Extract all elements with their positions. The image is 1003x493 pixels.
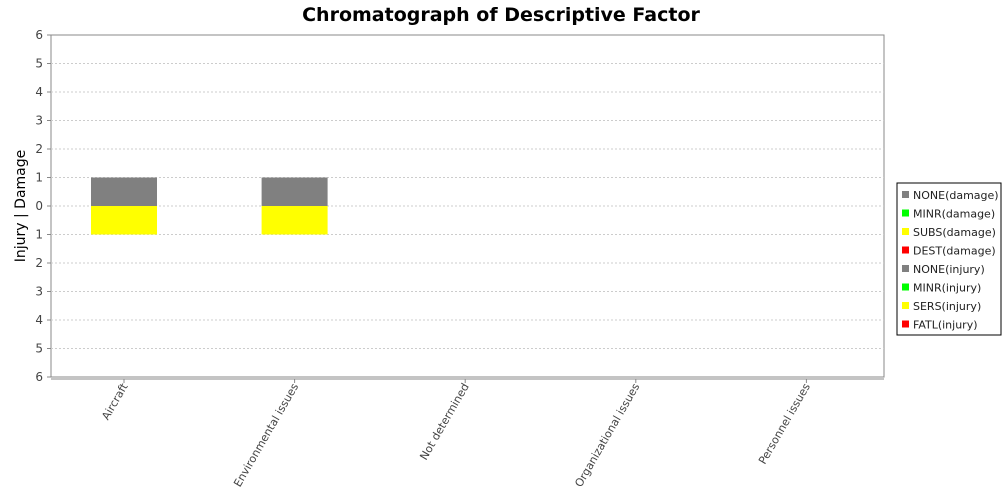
legend-swatch bbox=[902, 265, 909, 272]
y-tick-label: 4 bbox=[35, 85, 43, 99]
legend-label: DEST(damage) bbox=[913, 245, 996, 258]
legend-label: SUBS(damage) bbox=[913, 226, 996, 239]
y-tick-label: 6 bbox=[35, 370, 43, 384]
legend-label: NONE(damage) bbox=[913, 189, 999, 202]
x-axis-categories: Aircraft Environmental issues Not determin… bbox=[99, 379, 813, 489]
legend-label: NONE(injury) bbox=[913, 263, 985, 276]
y-tick-label: 2 bbox=[35, 256, 43, 270]
legend-swatch bbox=[902, 209, 909, 217]
y-axis-ticks: 6 5 4 3 2 1 0 1 2 3 4 5 6 bbox=[35, 28, 51, 384]
legend-label: SERS(injury) bbox=[913, 300, 981, 313]
legend: NONE(damage) MINR(damage) SUBS(damage) DEST… bbox=[896, 182, 1002, 336]
y-tick-label: 3 bbox=[35, 285, 43, 299]
y-tick-label: 1 bbox=[35, 171, 43, 185]
y-tick-label: 5 bbox=[35, 342, 43, 356]
legend-swatch bbox=[902, 320, 909, 328]
x-category-label: Aircraft bbox=[99, 380, 131, 422]
legend-swatch bbox=[902, 283, 909, 291]
legend-swatch bbox=[902, 246, 909, 254]
y-axis-label: Injury | Damage bbox=[13, 150, 29, 263]
x-category-label: Personnel issues bbox=[756, 381, 813, 467]
y-tick-label: 4 bbox=[35, 313, 43, 327]
y-tick-label: 0 bbox=[35, 199, 43, 213]
legend-swatch bbox=[902, 191, 909, 198]
x-category-label: Organizational issues bbox=[572, 381, 642, 490]
y-tick-label: 2 bbox=[35, 142, 43, 156]
bar-damage bbox=[91, 177, 157, 206]
chart-title: Chromatograph of Descriptive Factor bbox=[302, 4, 700, 26]
bar-injury bbox=[261, 206, 328, 235]
bars bbox=[91, 177, 328, 235]
legend-label: MINR(injury) bbox=[913, 282, 981, 295]
x-category-label: Environmental issues bbox=[231, 381, 301, 490]
y-tick-label: 5 bbox=[35, 57, 43, 71]
y-tick-label: 1 bbox=[35, 228, 43, 242]
legend-label: MINR(damage) bbox=[913, 208, 995, 221]
grid-lines bbox=[51, 63, 884, 349]
legend-swatch bbox=[902, 302, 909, 309]
legend-box bbox=[896, 182, 1002, 336]
bar-damage bbox=[261, 177, 328, 206]
x-category-label: Not determined bbox=[417, 381, 471, 462]
y-tick-label: 3 bbox=[35, 114, 43, 128]
bar-injury bbox=[91, 206, 157, 235]
y-tick-label: 6 bbox=[35, 28, 43, 42]
legend-swatch bbox=[902, 228, 909, 235]
legend-label: FATL(injury) bbox=[913, 319, 978, 332]
